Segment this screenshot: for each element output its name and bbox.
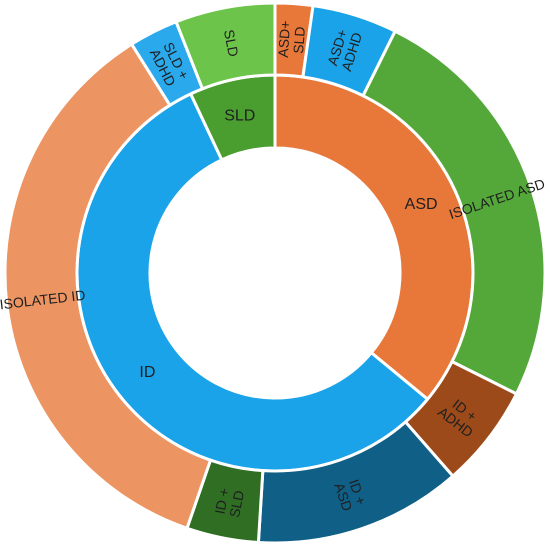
inner-label-sld: SLD: [224, 107, 255, 124]
outer-segment-isolated-id: [3, 42, 213, 531]
outer-label-sld: SLD: [221, 28, 242, 58]
outer-label-id-sld: ID +SLD: [211, 486, 247, 519]
outer-label-asd-sld: ASD+SLD: [275, 20, 309, 59]
outer-segment-sld: [174, 1, 277, 91]
outer-ring: [3, 1, 547, 545]
inner-label-id: ID: [139, 364, 155, 381]
outer-segment-isolated-asd: [361, 29, 547, 396]
inner-label-asd: ASD: [405, 196, 438, 213]
inner-ring: [75, 73, 475, 473]
